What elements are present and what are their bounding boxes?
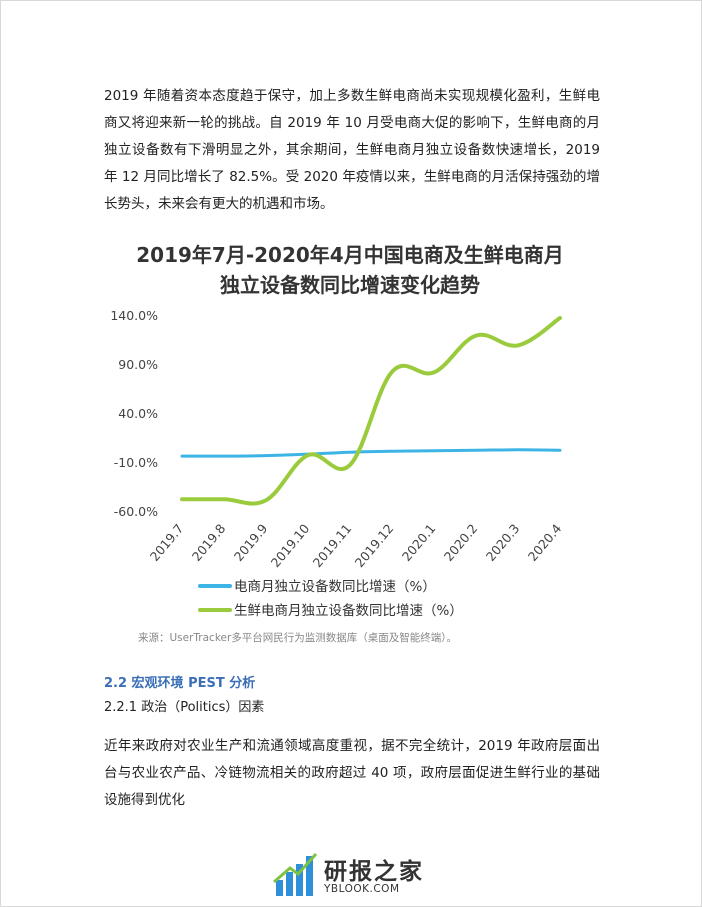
logo-arrow — [273, 852, 318, 884]
y-tick-label: 140.0% — [110, 308, 158, 323]
paragraph-text: 近年来政府对农业生产和流通领域高度重视，据不完全统计，2019 年政府层面出台与… — [104, 738, 600, 808]
y-tick-label: 90.0% — [118, 357, 158, 372]
watermark-text-cn: 研报之家 — [324, 859, 424, 885]
x-tick-label: 2020.3 — [483, 521, 523, 564]
chart-title-line-1: 2019年7月-2020年4月中国电商及生鲜电商月 — [136, 243, 564, 267]
logo-bar — [276, 880, 283, 896]
x-tick-label: 2019.7 — [147, 521, 187, 564]
logo-bar — [296, 864, 303, 896]
chart: 2019年7月-2020年4月中国电商及生鲜电商月 独立设备数同比增速变化趋势 … — [100, 228, 600, 658]
logo-bar — [286, 872, 293, 896]
x-tick-label: 2019.10 — [268, 521, 313, 570]
subsection-heading: 2.2.1 政治（Politics）因素 — [104, 700, 265, 715]
logo-bar — [306, 856, 313, 896]
paragraph-text: 2019 年随着资本态度趋于保守，加上多数生鲜电商尚未实现规模化盈利，生鲜电商又… — [104, 88, 600, 212]
body-paragraph-1: 2019 年随着资本态度趋于保守，加上多数生鲜电商尚未实现规模化盈利，生鲜电商又… — [104, 83, 600, 218]
body-paragraph-2: 近年来政府对农业生产和流通领域高度重视，据不完全统计，2019 年政府层面出台与… — [104, 733, 600, 814]
section-heading: 2.2 宏观环境 PEST 分析 — [104, 676, 256, 691]
x-tick-label: 2019.8 — [189, 521, 229, 564]
y-tick-label: -10.0% — [114, 455, 158, 470]
chart-title: 2019年7月-2020年4月中国电商及生鲜电商月 独立设备数同比增速变化趋势 — [100, 240, 600, 300]
bar-chart-icon — [273, 852, 318, 896]
chart-title-line-2: 独立设备数同比增速变化趋势 — [220, 273, 480, 297]
x-tick-label: 2020.2 — [441, 521, 481, 564]
x-tick-label: 2020.1 — [399, 521, 439, 564]
watermark-text-en: YBLOOK.COM — [324, 883, 400, 895]
legend-label: 生鲜电商月独立设备数同比增速（%） — [234, 602, 463, 619]
y-tick-label: -60.0% — [114, 504, 158, 519]
chart-source: 来源：UserTracker多平台网民行为监测数据库（桌面及智能终端）。 — [138, 632, 458, 644]
legend-label: 电商月独立设备数同比增速（%） — [234, 578, 436, 595]
chart-canvas: 140.0% 90.0% 40.0% -10.0% -60.0% 2019.7 2019.8… — [110, 308, 565, 619]
x-tick-label: 2019.12 — [352, 521, 397, 570]
y-tick-label: 40.0% — [118, 406, 158, 421]
x-tick-label: 2019.11 — [310, 521, 355, 570]
series-line — [180, 315, 562, 506]
watermark-logo: 研报之家 YBLOOK.COM — [272, 850, 472, 900]
series-line — [180, 448, 562, 458]
x-tick-label: 2019.9 — [231, 521, 271, 564]
x-tick-label: 2020.4 — [525, 521, 565, 564]
